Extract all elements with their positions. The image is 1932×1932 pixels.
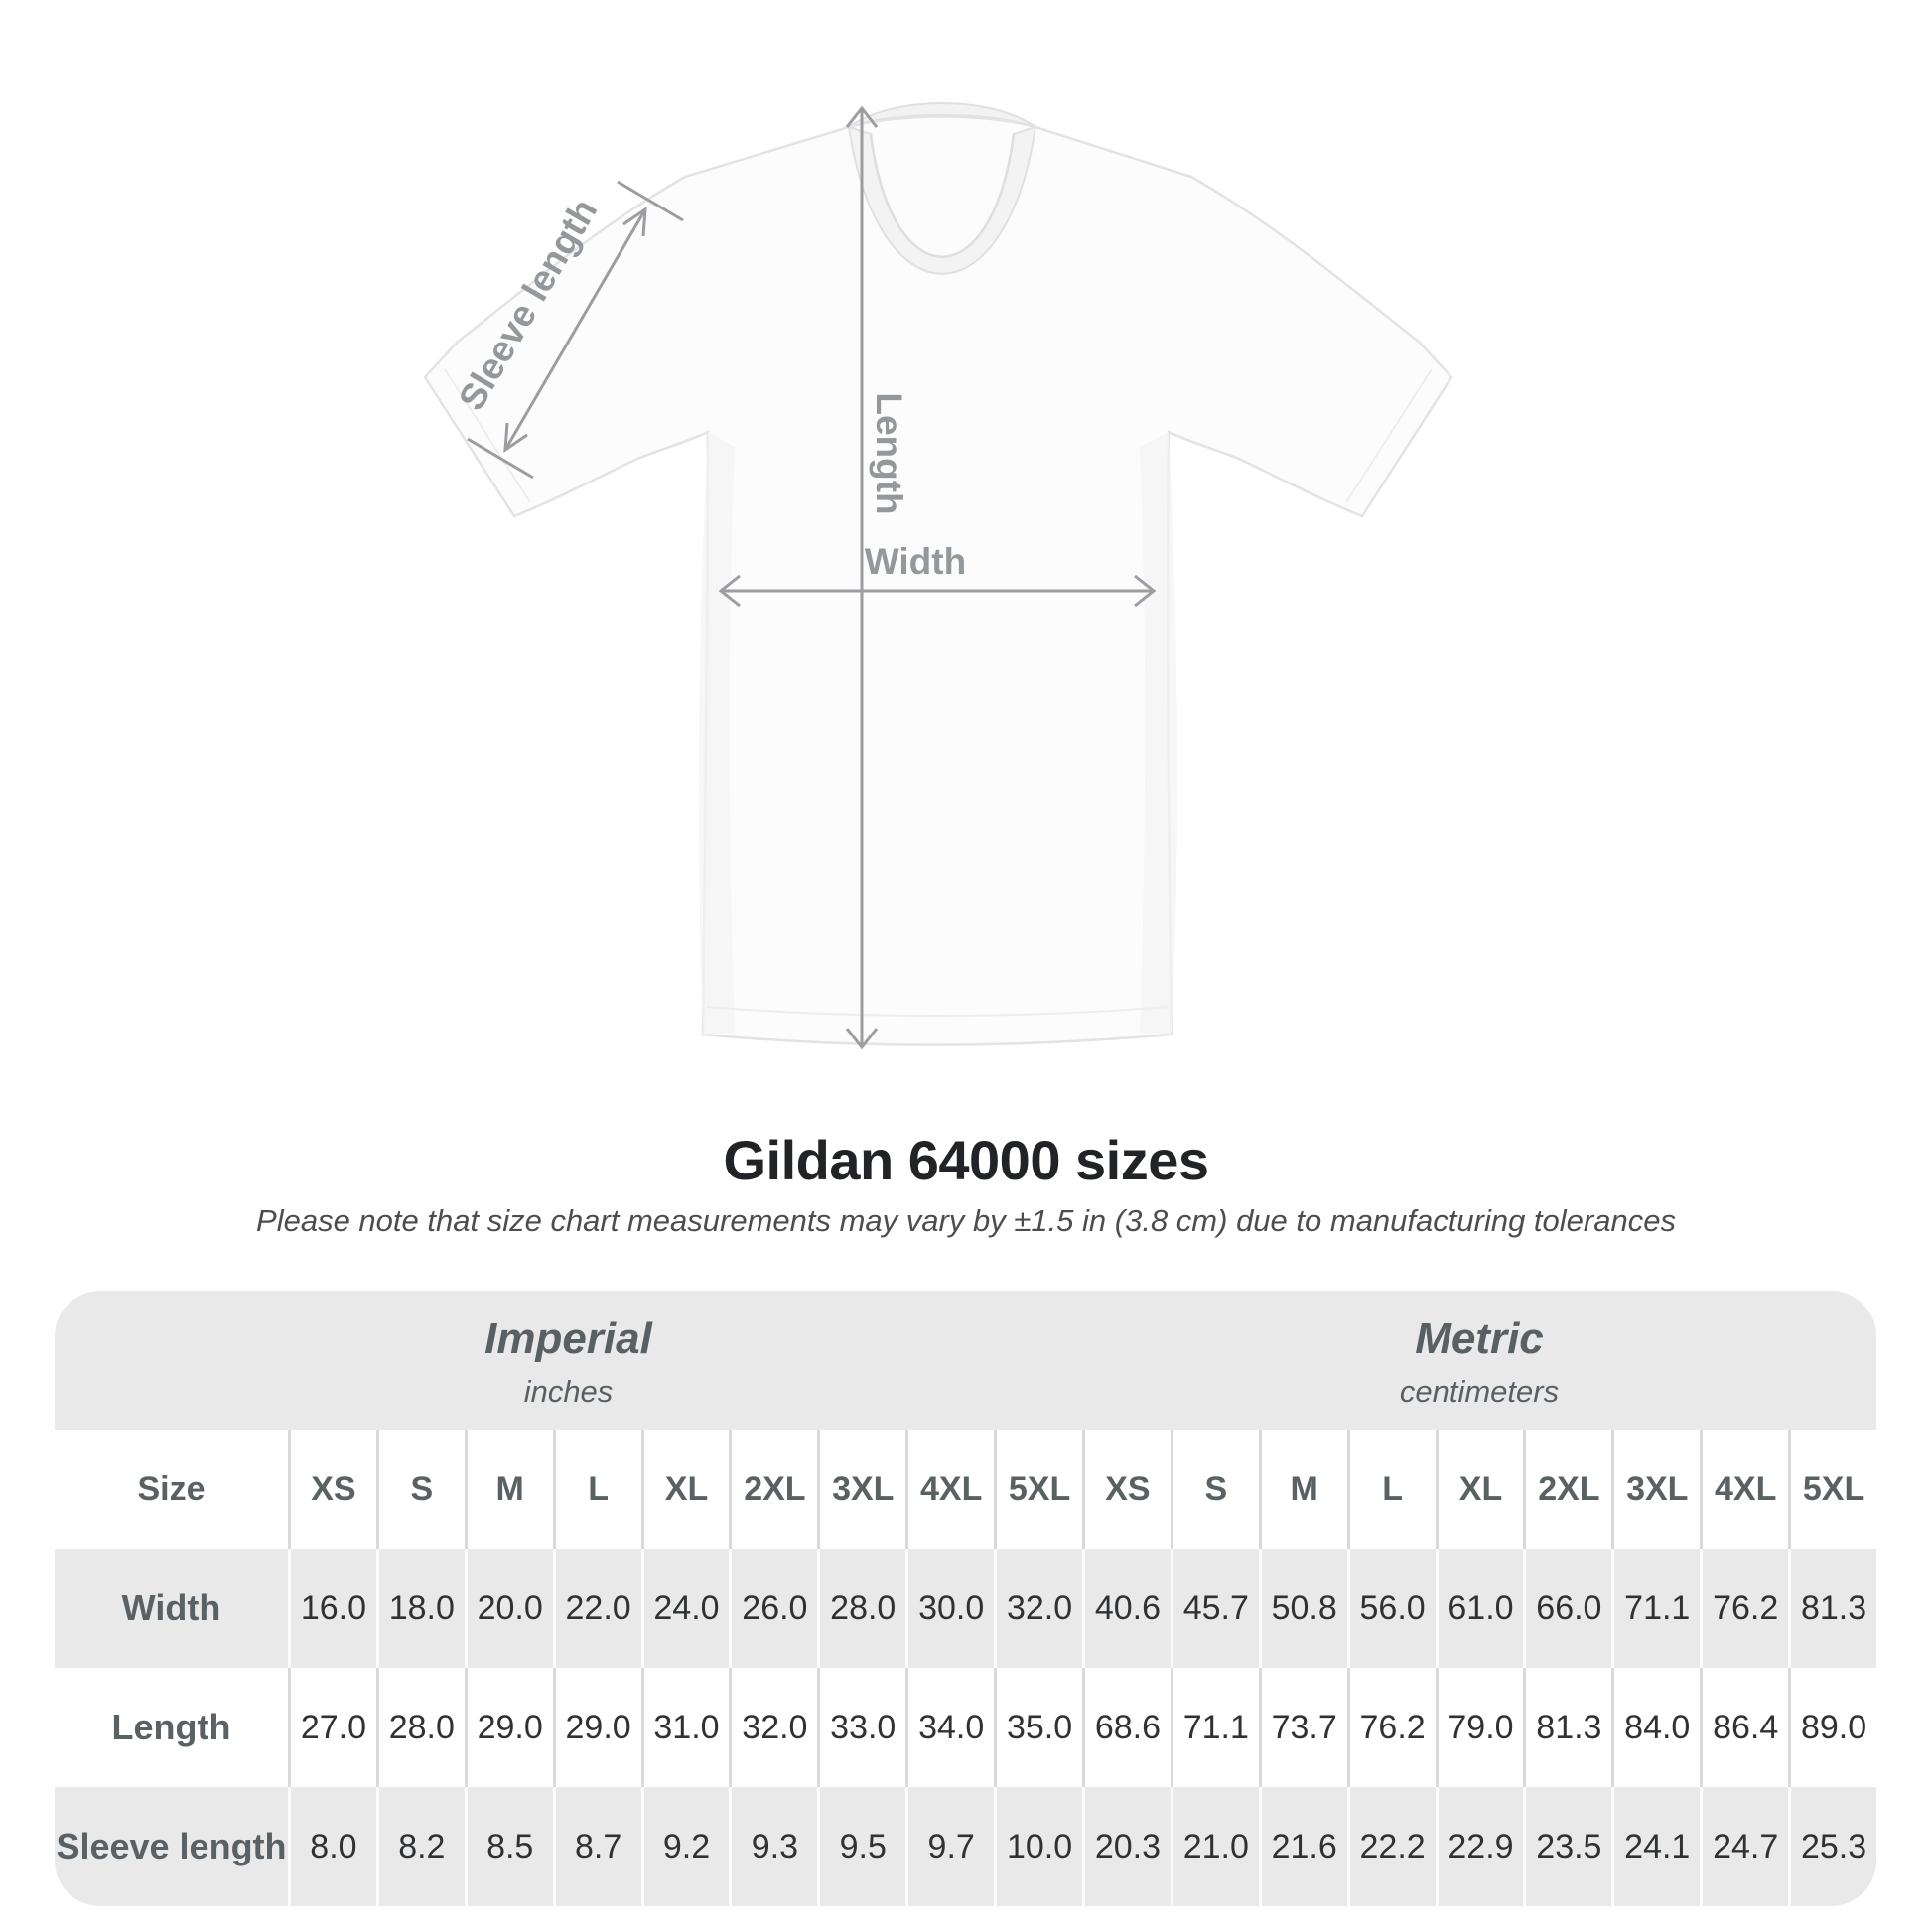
unit-group-sublabel: centimeters: [1399, 1374, 1560, 1409]
size-header-imperial-XL: XL: [640, 1430, 730, 1549]
value-cell: 27.0: [288, 1668, 376, 1787]
value-cell: 35.0: [994, 1668, 1082, 1787]
value-cell: 8.2: [375, 1787, 465, 1906]
value-cell: 79.0: [1435, 1668, 1524, 1787]
size-column-header: Size: [55, 1430, 288, 1549]
tshirt-left-sleeve-stitch: [444, 368, 531, 503]
value-cell: 23.5: [1523, 1787, 1612, 1906]
value-cell: 28.0: [375, 1668, 465, 1787]
value-cell: 81.3: [1788, 1549, 1876, 1668]
size-header-imperial-M: M: [464, 1430, 553, 1549]
size-header-imperial-3XL: 3XL: [817, 1430, 906, 1549]
size-header-imperial-L: L: [552, 1430, 641, 1549]
value-cell: 8.0: [288, 1787, 376, 1906]
row-label-width: Width: [55, 1549, 288, 1668]
value-cell: 18.0: [375, 1549, 465, 1668]
tshirt-body: [423, 115, 1453, 1046]
value-cell: 56.0: [1346, 1549, 1436, 1668]
size-table: Imperial inches Metric centimeters Size XS S M L…: [55, 1291, 1876, 1906]
size-header-metric-XL: XL: [1435, 1430, 1524, 1549]
unit-group-label: Imperial: [484, 1314, 652, 1363]
value-cell: 16.0: [288, 1549, 376, 1668]
size-header-imperial-XS: XS: [288, 1430, 376, 1549]
value-cell: 50.8: [1258, 1549, 1347, 1668]
size-header-imperial-2XL: 2XL: [729, 1430, 818, 1549]
value-cell: 33.0: [817, 1668, 906, 1787]
value-cell: 30.0: [905, 1549, 995, 1668]
value-cell: 34.0: [905, 1668, 995, 1787]
tolerance-note: Please note that size chart measurements…: [256, 1203, 1676, 1238]
tshirt-shading-left: [698, 432, 735, 1035]
value-cell: 84.0: [1611, 1668, 1701, 1787]
value-cell: 22.2: [1346, 1787, 1436, 1906]
tshirt-shading-right: [1140, 432, 1177, 1035]
value-cell: 28.0: [817, 1549, 906, 1668]
value-cell: 29.0: [552, 1668, 641, 1787]
value-cell: 71.1: [1170, 1668, 1259, 1787]
size-header-imperial-S: S: [375, 1430, 465, 1549]
tshirt-collar-opening: [869, 133, 1016, 258]
value-cell: 73.7: [1258, 1668, 1347, 1787]
tshirt-hem-stitch: [706, 1006, 1169, 1017]
value-cell: 66.0: [1523, 1549, 1612, 1668]
size-header-metric-L: L: [1346, 1430, 1436, 1549]
value-cell: 24.0: [640, 1549, 730, 1668]
size-header-metric-5XL: 5XL: [1788, 1430, 1876, 1549]
value-cell: 86.4: [1700, 1668, 1789, 1787]
value-cell: 32.0: [729, 1668, 818, 1787]
row-label-length: Length: [55, 1668, 288, 1787]
value-cell: 8.5: [464, 1787, 553, 1906]
value-cell: 32.0: [994, 1549, 1082, 1668]
tshirt-right-sleeve-stitch: [1345, 368, 1433, 503]
width-label: Width: [865, 541, 966, 582]
value-cell: 81.3: [1523, 1668, 1612, 1787]
length-dimension: Length: [845, 105, 909, 1050]
size-header-metric-XS: XS: [1081, 1430, 1171, 1549]
value-cell: 24.1: [1611, 1787, 1701, 1906]
value-cell: 89.0: [1788, 1668, 1876, 1787]
value-cell: 71.1: [1611, 1549, 1701, 1668]
tshirt-measurement-diagram: Length Width Sleeve length: [423, 102, 1453, 1050]
value-cell: 26.0: [729, 1549, 818, 1668]
value-cell: 25.3: [1788, 1787, 1876, 1906]
value-cell: 76.2: [1700, 1549, 1789, 1668]
width-dimension: Width: [718, 541, 1157, 608]
size-header-metric-2XL: 2XL: [1523, 1430, 1612, 1549]
value-cell: 29.0: [464, 1668, 553, 1787]
value-cell: 21.0: [1170, 1787, 1259, 1906]
value-cell: 21.6: [1258, 1787, 1347, 1906]
value-cell: 9.2: [640, 1787, 730, 1906]
value-cell: 20.0: [464, 1549, 553, 1668]
value-cell: 8.7: [552, 1787, 641, 1906]
value-cell: 22.9: [1435, 1787, 1524, 1906]
size-header-metric-M: M: [1258, 1430, 1347, 1549]
row-label-sleeve-length: Sleeve length: [55, 1787, 288, 1906]
value-cell: 9.7: [905, 1787, 995, 1906]
value-cell: 24.7: [1700, 1787, 1789, 1906]
size-header-metric-4XL: 4XL: [1700, 1430, 1789, 1549]
value-cell: 31.0: [640, 1668, 730, 1787]
value-cell: 10.0: [994, 1787, 1082, 1906]
unit-group-metric: Metric centimeters: [1081, 1291, 1876, 1430]
value-cell: 76.2: [1346, 1668, 1436, 1787]
value-cell: 40.6: [1081, 1549, 1171, 1668]
page-title: Gildan 64000 sizes: [723, 1129, 1209, 1191]
size-header-metric-3XL: 3XL: [1611, 1430, 1701, 1549]
unit-group-label: Metric: [1415, 1314, 1544, 1363]
size-header-metric-S: S: [1170, 1430, 1259, 1549]
unit-group-imperial: Imperial inches: [55, 1291, 1082, 1430]
size-header-imperial-4XL: 4XL: [905, 1430, 995, 1549]
size-header-imperial-5XL: 5XL: [994, 1430, 1082, 1549]
value-cell: 20.3: [1081, 1787, 1171, 1906]
value-cell: 45.7: [1170, 1549, 1259, 1668]
unit-group-sublabel: inches: [523, 1374, 614, 1409]
value-cell: 9.5: [817, 1787, 906, 1906]
length-label: Length: [869, 392, 909, 514]
value-cell: 68.6: [1081, 1668, 1171, 1787]
value-cell: 22.0: [552, 1549, 641, 1668]
value-cell: 9.3: [729, 1787, 818, 1906]
value-cell: 61.0: [1435, 1549, 1524, 1668]
